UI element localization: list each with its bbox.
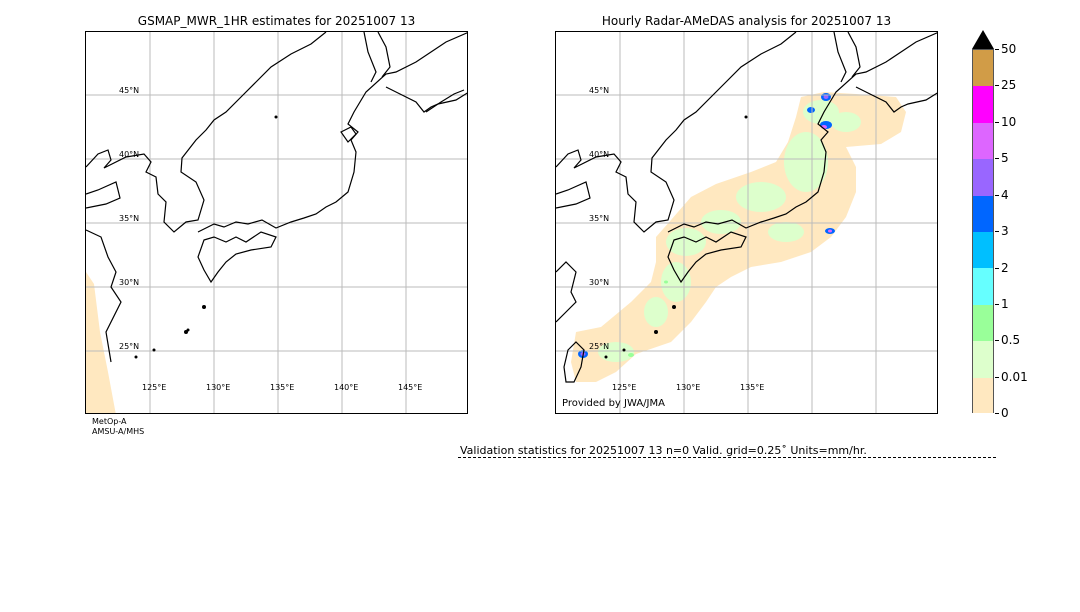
sensor-name: AMSU-A/MHS: [92, 427, 145, 436]
validation-statistics: Validation statistics for 20251007 13 n=…: [460, 444, 867, 457]
colorbar-tick-4: 4: [995, 188, 1009, 202]
lon-label-130: 130°E: [206, 383, 231, 392]
lon-label-125: 125°E: [612, 383, 637, 392]
colorbar-tick-1: 1: [995, 297, 1009, 311]
colorbar-segment-10-25: [973, 86, 993, 123]
lon-label-125: 125°E: [142, 383, 167, 392]
lat-label-25: 25°N: [589, 342, 610, 351]
right-map-title: Hourly Radar-AMeDAS analysis for 2025100…: [601, 14, 892, 28]
colorbar-segment-1-2: [973, 268, 993, 305]
left-map: 45°N 40°N 35°N 30°N 25°N 125°E 130°E 135…: [85, 31, 468, 414]
validation-divider: [458, 457, 996, 458]
colorbar-segment-2-3: [973, 231, 993, 269]
colorbar-segment-25-50: [973, 50, 993, 87]
left-map-title: GSMAP_MWR_1HR estimates for 20251007 13: [137, 14, 416, 28]
lon-label-135: 135°E: [740, 383, 765, 392]
satellite-info: MetOp-A AMSU-A/MHS: [92, 417, 144, 437]
lon-label-145: 145°E: [398, 383, 423, 392]
right-map-canvas: [556, 32, 937, 413]
lat-label-25: 25°N: [119, 342, 140, 351]
lat-label-40: 40°N: [589, 150, 610, 159]
colorbar-tick-50: 50: [995, 42, 1016, 56]
colorbar-segment-5-10: [973, 122, 993, 160]
colorbar-segment-4-5: [973, 159, 993, 196]
colorbar-segment-3-4: [973, 195, 993, 232]
lat-label-35: 35°N: [119, 214, 140, 223]
colorbar-tick-0.5: 0.5: [995, 333, 1020, 347]
colorbar-tick-25: 25: [995, 78, 1016, 92]
colorbar-segment-05-1: [973, 304, 993, 342]
colorbar: [972, 49, 994, 413]
lat-label-30: 30°N: [589, 278, 610, 287]
lat-label-35: 35°N: [589, 214, 610, 223]
colorbar-tick-5: 5: [995, 151, 1009, 165]
left-map-canvas: [86, 32, 467, 413]
right-map: 45°N 40°N 35°N 30°N 25°N 125°E 130°E 135…: [555, 31, 938, 414]
satellite-name: MetOp-A: [92, 417, 127, 426]
colorbar-tick-10: 10: [995, 115, 1016, 129]
colorbar-tick-3: 3: [995, 224, 1009, 238]
lon-label-140: 140°E: [334, 383, 359, 392]
colorbar-segment-0-001: [973, 377, 993, 413]
colorbar-tick-0.01: 0.01: [995, 370, 1028, 384]
lat-label-40: 40°N: [119, 150, 140, 159]
colorbar-segment-001-05: [973, 341, 993, 378]
colorbar-extend-arrow-icon: [972, 30, 994, 49]
lon-label-130: 130°E: [676, 383, 701, 392]
lat-label-30: 30°N: [119, 278, 140, 287]
lon-label-135: 135°E: [270, 383, 295, 392]
colorbar-tick-0: 0: [995, 406, 1009, 420]
data-credit: Provided by JWA/JMA: [562, 398, 665, 409]
lat-label-45: 45°N: [589, 86, 610, 95]
lat-label-45: 45°N: [119, 86, 140, 95]
colorbar-tick-2: 2: [995, 261, 1009, 275]
